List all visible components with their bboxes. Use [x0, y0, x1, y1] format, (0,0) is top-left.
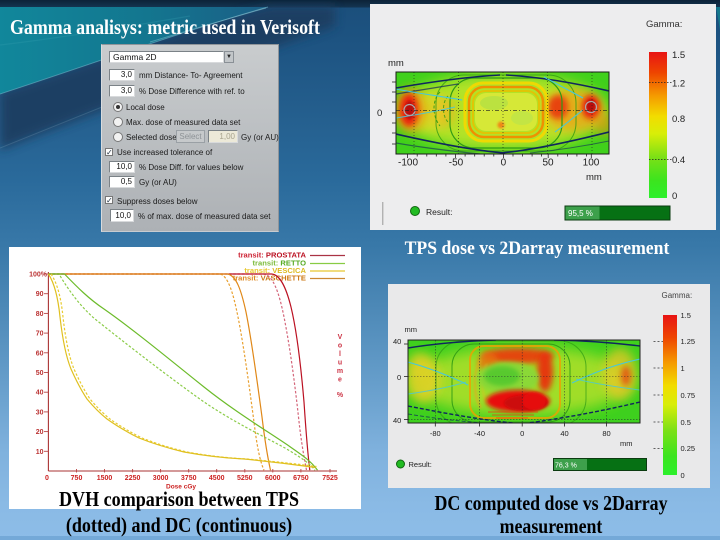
svg-text:transit: VESCICA: transit: VESCICA [244, 266, 306, 275]
svg-text:40: 40 [36, 390, 44, 397]
svg-text:50: 50 [542, 158, 554, 169]
svg-text:0: 0 [397, 373, 401, 382]
svg-text:m: m [337, 368, 343, 375]
svg-text:0: 0 [377, 108, 382, 119]
svg-text:1.5: 1.5 [672, 50, 685, 61]
svg-text:l: l [339, 351, 341, 358]
svg-text:%: % [337, 392, 344, 399]
svg-text:mm: mm [620, 439, 633, 448]
svg-text:76,3 %: 76,3 % [555, 463, 577, 470]
svg-text:Result:: Result: [409, 460, 432, 469]
svg-text:0: 0 [681, 471, 685, 480]
svg-text:-80: -80 [430, 429, 441, 438]
svg-text:o: o [338, 343, 342, 350]
svg-text:80: 80 [36, 311, 44, 318]
svg-text:0.75: 0.75 [681, 391, 696, 400]
svg-text:50: 50 [36, 370, 44, 377]
svg-text:40: 40 [393, 337, 401, 346]
svg-text:10: 10 [36, 449, 44, 456]
svg-text:V: V [338, 334, 343, 341]
svg-text:80: 80 [602, 429, 610, 438]
svg-text:40: 40 [560, 429, 568, 438]
svg-text:1500: 1500 [97, 475, 113, 482]
svg-text:Gamma:: Gamma: [662, 291, 693, 300]
svg-text:6000: 6000 [265, 475, 281, 482]
svg-text:1.2: 1.2 [672, 79, 685, 90]
svg-text:40: 40 [393, 416, 401, 425]
svg-text:90: 90 [36, 291, 44, 298]
svg-text:mm: mm [586, 172, 602, 183]
svg-text:0.25: 0.25 [681, 444, 696, 453]
svg-text:30: 30 [36, 409, 44, 416]
svg-text:transit: PROSTATA: transit: PROSTATA [238, 251, 306, 260]
svg-text:0.4: 0.4 [672, 155, 685, 166]
svg-text:4500: 4500 [209, 475, 225, 482]
svg-text:7525: 7525 [322, 475, 338, 482]
svg-text:0.5: 0.5 [681, 418, 691, 427]
svg-text:transit: VASCHETTE: transit: VASCHETTE [233, 274, 306, 283]
svg-text:transit: RETTO: transit: RETTO [253, 259, 307, 268]
svg-text:5250: 5250 [237, 475, 253, 482]
svg-text:mm: mm [405, 325, 418, 334]
svg-text:1.5: 1.5 [681, 311, 691, 320]
svg-text:60: 60 [36, 350, 44, 357]
svg-text:Result:: Result: [426, 207, 452, 217]
svg-text:95,5 %: 95,5 % [568, 209, 593, 218]
svg-text:20: 20 [36, 429, 44, 436]
svg-text:u: u [338, 360, 342, 367]
svg-text:0.8: 0.8 [672, 114, 685, 125]
svg-text:100: 100 [583, 158, 600, 169]
svg-text:100%: 100% [29, 272, 48, 279]
svg-text:e: e [338, 377, 342, 384]
svg-text:1: 1 [681, 364, 685, 373]
svg-text:0: 0 [520, 429, 524, 438]
svg-text:0: 0 [672, 191, 677, 202]
svg-text:3000: 3000 [153, 475, 169, 482]
svg-text:mm: mm [388, 58, 404, 69]
svg-text:-40: -40 [474, 429, 485, 438]
svg-text:Dose cGy: Dose cGy [166, 484, 196, 491]
svg-text:0: 0 [45, 475, 49, 482]
svg-text:6750: 6750 [293, 475, 309, 482]
svg-text:750: 750 [71, 475, 83, 482]
svg-text:70: 70 [36, 331, 44, 338]
svg-text:0: 0 [501, 158, 507, 169]
svg-text:2250: 2250 [125, 475, 141, 482]
svg-text:-100: -100 [398, 158, 418, 169]
svg-text:3750: 3750 [181, 475, 197, 482]
svg-text:Gamma:: Gamma: [646, 19, 682, 30]
svg-text:-50: -50 [449, 158, 464, 169]
svg-text:1.25: 1.25 [681, 337, 696, 346]
